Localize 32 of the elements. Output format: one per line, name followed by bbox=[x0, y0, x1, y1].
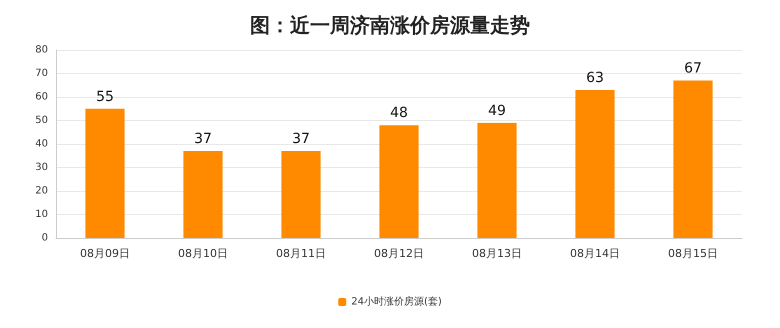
y-tick-label: 60 bbox=[35, 92, 48, 102]
data-label: 48 bbox=[390, 105, 408, 122]
data-label: 67 bbox=[684, 60, 702, 77]
x-tick-label: 08月14日 bbox=[570, 247, 620, 260]
data-label: 63 bbox=[586, 70, 604, 86]
bar bbox=[281, 151, 321, 238]
y-tick-label: 0 bbox=[42, 232, 48, 244]
x-tick-label: 08月10日 bbox=[178, 247, 228, 260]
bar bbox=[379, 125, 419, 238]
y-tick-label: 80 bbox=[35, 44, 48, 56]
y-tick-label: 40 bbox=[35, 138, 48, 150]
bar bbox=[183, 151, 223, 238]
x-tick-label: 08月11日 bbox=[276, 247, 326, 260]
y-tick-label: 70 bbox=[35, 68, 48, 79]
data-label: 37 bbox=[194, 131, 212, 148]
bar bbox=[575, 90, 615, 238]
bar bbox=[477, 122, 517, 238]
y-tick-label: 30 bbox=[35, 162, 48, 173]
x-tick-label: 08月12日 bbox=[374, 247, 424, 260]
x-tick-label: 08月13日 bbox=[472, 247, 522, 260]
y-tick-label: 50 bbox=[35, 115, 48, 126]
data-label: 55 bbox=[96, 88, 114, 105]
y-tick-label: 10 bbox=[35, 209, 48, 220]
x-tick-label: 08月15日 bbox=[668, 247, 718, 260]
y-tick-label: 20 bbox=[35, 186, 48, 196]
bar bbox=[673, 80, 713, 238]
x-tick-label: 08月09日 bbox=[80, 247, 130, 260]
data-label: 49 bbox=[488, 102, 506, 119]
bar bbox=[85, 108, 125, 238]
chart-title: 图：近一周济南涨价房源量走势 bbox=[250, 13, 530, 37]
legend-label: 24小时涨价房源(套) bbox=[351, 296, 442, 308]
data-label: 37 bbox=[292, 131, 310, 148]
